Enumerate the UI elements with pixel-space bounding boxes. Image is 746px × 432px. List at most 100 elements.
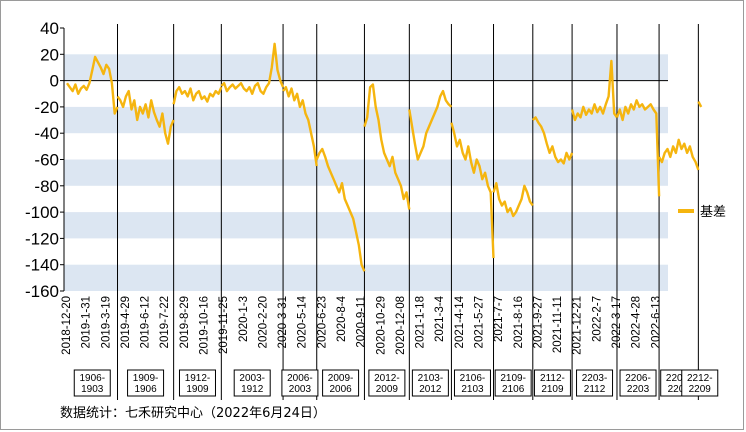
contract-box-label: 1912- bbox=[185, 373, 211, 384]
x-tick-label: 2021-1-18 bbox=[415, 296, 427, 348]
x-tick-label: 2019-7-22 bbox=[159, 296, 171, 348]
basis-series-line bbox=[658, 138, 700, 171]
source-note: 数据统计：七禾研究中心（2022年6月24日） bbox=[60, 406, 326, 421]
contract-box bbox=[281, 369, 319, 397]
contract-box-label: 1903 bbox=[81, 384, 104, 395]
x-tick-label: 2020-9-11 bbox=[356, 296, 368, 348]
y-tick-label: -20 bbox=[34, 98, 59, 117]
basis-series-line bbox=[172, 85, 223, 105]
contract-box bbox=[178, 369, 216, 397]
x-tick-label: 2021-8-16 bbox=[513, 296, 525, 348]
grid-band bbox=[64, 159, 668, 186]
x-tick-label: 2022-6-13 bbox=[650, 296, 662, 348]
contract-box-label: 2209- bbox=[666, 373, 692, 384]
x-tick-label: 2022-4-28 bbox=[631, 296, 643, 348]
contract-box bbox=[576, 369, 614, 397]
basis-series-line bbox=[315, 147, 366, 272]
y-tick-label: -120 bbox=[25, 229, 59, 248]
contract-box-label: 1906- bbox=[79, 373, 105, 384]
x-tick-label: 2019-11-25 bbox=[218, 296, 230, 354]
x-tick-label: 2019-1-31 bbox=[81, 296, 93, 348]
contract-box bbox=[619, 369, 657, 397]
x-tick-label: 2020-6-23 bbox=[316, 296, 328, 348]
y-tick-label: 0 bbox=[50, 72, 59, 91]
contract-box-label: 1906 bbox=[134, 384, 157, 395]
x-tick-label: 2021-4-14 bbox=[454, 295, 466, 348]
x-tick-label: 2020-1-3 bbox=[238, 296, 250, 342]
contract-box-label: 2003- bbox=[239, 373, 265, 384]
basis-series-line bbox=[363, 83, 411, 210]
contract-box-label: 2109- bbox=[500, 373, 526, 384]
x-tick-label: 2020-2-20 bbox=[257, 296, 269, 348]
contract-box-label: 2112- bbox=[540, 373, 565, 384]
x-tick-label: 2019-4-29 bbox=[120, 296, 132, 348]
legend-swatch bbox=[678, 208, 694, 213]
x-tick-label: 2021-3-4 bbox=[434, 295, 446, 342]
y-tick-label: 40 bbox=[40, 19, 59, 38]
x-tick-label: 2021-7-7 bbox=[493, 296, 505, 342]
x-tick-label: 2022-3-17 bbox=[611, 296, 623, 348]
x-tick-label: 2018-12-20 bbox=[61, 296, 73, 355]
contract-box-label: 2209 bbox=[689, 384, 712, 395]
contract-box bbox=[411, 369, 449, 397]
contract-box-label: 2012- bbox=[374, 373, 400, 384]
y-tick-label: -80 bbox=[34, 177, 59, 196]
contract-box-label: 2206- bbox=[625, 373, 651, 384]
contract-box-label: 1912 bbox=[241, 384, 264, 395]
contract-box bbox=[322, 369, 360, 397]
y-tick-label: -60 bbox=[34, 151, 59, 170]
grid-band bbox=[64, 264, 668, 291]
basis-series-line bbox=[408, 89, 453, 161]
basis-series-line bbox=[492, 181, 534, 218]
contract-box-label: 2012 bbox=[419, 384, 442, 395]
contract-box bbox=[368, 369, 406, 397]
contract-box-label: 1909 bbox=[186, 384, 209, 395]
x-tick-label: 2020-8-4 bbox=[336, 295, 348, 342]
contract-box-label: 2006- bbox=[287, 373, 313, 384]
y-tick-label: 20 bbox=[40, 45, 59, 64]
contract-box-label: 1909- bbox=[133, 373, 159, 384]
legend: 基差 bbox=[678, 201, 726, 220]
contract-box-label: 2009- bbox=[328, 373, 354, 384]
x-tick-label: 2021-9-27 bbox=[532, 296, 544, 348]
x-tick-label: 2020-10-29 bbox=[375, 296, 387, 355]
x-tick-label: 2019-8-29 bbox=[179, 296, 191, 348]
x-tick-label: 2021-12-21 bbox=[572, 296, 584, 355]
x-tick-label: 2019-10-16 bbox=[198, 296, 210, 355]
contract-box bbox=[494, 369, 532, 397]
y-tick-label: -140 bbox=[25, 256, 59, 275]
basis-series-line bbox=[220, 42, 285, 96]
contract-box bbox=[127, 369, 165, 397]
x-tick-label: 2019-6-12 bbox=[140, 296, 152, 348]
x-tick-label: 2020-12-08 bbox=[395, 296, 407, 355]
contract-box bbox=[681, 369, 719, 397]
legend-label: 基差 bbox=[700, 205, 727, 220]
y-tick-label: -40 bbox=[34, 124, 59, 143]
contract-box-label: 2203- bbox=[582, 373, 608, 384]
contract-box-label: 2009 bbox=[376, 384, 399, 395]
contract-box-label: 2003 bbox=[289, 384, 312, 395]
contract-box-label: 2106- bbox=[460, 373, 486, 384]
grid-band bbox=[64, 54, 668, 81]
x-tick-label: 2022-2-7 bbox=[591, 296, 603, 342]
contract-box-label: 2206 bbox=[668, 384, 691, 395]
contract-box-label: 2006 bbox=[329, 384, 352, 395]
basis-series-line bbox=[66, 55, 119, 115]
contract-box bbox=[233, 369, 271, 397]
contract-box-label: 2212- bbox=[687, 373, 713, 384]
contract-box-label: 2203 bbox=[627, 384, 650, 395]
contract-box-label: 2112 bbox=[584, 384, 606, 395]
grid-band bbox=[64, 212, 668, 239]
basis-series-line bbox=[116, 89, 175, 145]
contract-box-label: 2106 bbox=[502, 384, 525, 395]
x-tick-label: 2021-11-11 bbox=[552, 296, 564, 353]
contract-box-label: 2109 bbox=[541, 384, 564, 395]
contract-box bbox=[73, 369, 111, 397]
y-tick-label: -100 bbox=[25, 203, 59, 222]
basis-series-line bbox=[615, 99, 661, 197]
basis-series-line bbox=[282, 85, 318, 167]
basis-series-line bbox=[570, 59, 618, 122]
contract-box-label: 2103- bbox=[418, 373, 444, 384]
